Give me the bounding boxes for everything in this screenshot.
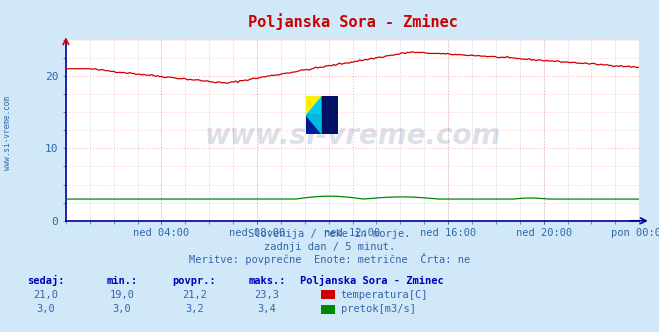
Polygon shape: [306, 96, 322, 116]
Polygon shape: [306, 96, 322, 116]
Text: 3,4: 3,4: [258, 304, 276, 314]
Text: 23,3: 23,3: [254, 290, 279, 300]
Text: 3,0: 3,0: [37, 304, 55, 314]
Polygon shape: [322, 96, 338, 116]
Text: www.si-vreme.com: www.si-vreme.com: [3, 96, 13, 170]
Polygon shape: [306, 116, 322, 134]
Text: 3,2: 3,2: [185, 304, 204, 314]
Text: povpr.:: povpr.:: [173, 276, 216, 286]
Text: maks.:: maks.:: [248, 276, 285, 286]
Polygon shape: [322, 96, 338, 134]
Text: 21,2: 21,2: [182, 290, 207, 300]
Text: Slovenija / reke in morje.: Slovenija / reke in morje.: [248, 229, 411, 239]
Text: Poljanska Sora - Zminec: Poljanska Sora - Zminec: [248, 13, 457, 30]
Text: Meritve: povprečne  Enote: metrične  Črta: ne: Meritve: povprečne Enote: metrične Črta:…: [189, 253, 470, 265]
Polygon shape: [306, 116, 322, 134]
Text: 21,0: 21,0: [34, 290, 59, 300]
Text: zadnji dan / 5 minut.: zadnji dan / 5 minut.: [264, 242, 395, 252]
Text: pretok[m3/s]: pretok[m3/s]: [341, 304, 416, 314]
Text: Poljanska Sora - Zminec: Poljanska Sora - Zminec: [301, 275, 444, 286]
Text: 3,0: 3,0: [113, 304, 131, 314]
Text: 19,0: 19,0: [109, 290, 134, 300]
Text: temperatura[C]: temperatura[C]: [341, 290, 428, 300]
Polygon shape: [322, 96, 338, 134]
Text: www.si-vreme.com: www.si-vreme.com: [204, 122, 501, 150]
Text: sedaj:: sedaj:: [28, 275, 65, 286]
Text: min.:: min.:: [106, 276, 138, 286]
